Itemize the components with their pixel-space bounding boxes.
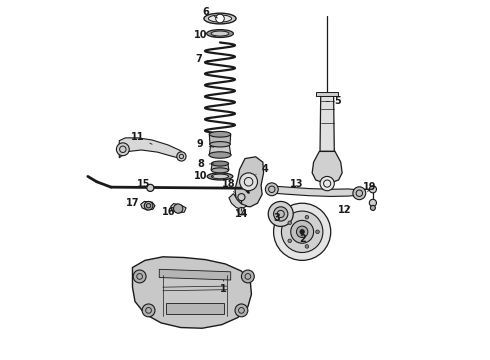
Circle shape — [305, 244, 309, 248]
Circle shape — [288, 221, 292, 225]
Text: 19: 19 — [363, 182, 377, 192]
Circle shape — [369, 199, 376, 206]
Circle shape — [117, 143, 129, 156]
Text: 4: 4 — [256, 164, 268, 175]
Text: 18: 18 — [222, 179, 236, 193]
Polygon shape — [235, 157, 264, 207]
Circle shape — [142, 304, 155, 317]
Circle shape — [281, 211, 323, 252]
Circle shape — [316, 230, 319, 234]
Text: 9: 9 — [197, 139, 214, 149]
Polygon shape — [209, 145, 231, 155]
Ellipse shape — [211, 174, 228, 179]
Polygon shape — [320, 94, 334, 152]
Text: 11: 11 — [131, 132, 152, 144]
Text: 1: 1 — [220, 280, 227, 294]
Ellipse shape — [209, 152, 231, 158]
Circle shape — [305, 215, 309, 219]
Polygon shape — [229, 194, 247, 209]
Polygon shape — [317, 93, 338, 96]
Circle shape — [133, 270, 146, 283]
Text: 2: 2 — [299, 234, 306, 244]
Circle shape — [273, 207, 288, 221]
Circle shape — [240, 173, 258, 191]
Polygon shape — [268, 186, 360, 197]
Text: 12: 12 — [338, 205, 352, 215]
Circle shape — [242, 270, 254, 283]
Text: 6: 6 — [202, 7, 218, 18]
Text: 14: 14 — [235, 208, 248, 219]
Polygon shape — [119, 138, 184, 158]
Circle shape — [238, 207, 245, 215]
Polygon shape — [159, 269, 231, 280]
Text: 15: 15 — [136, 179, 156, 189]
Ellipse shape — [208, 15, 232, 22]
Polygon shape — [167, 303, 223, 314]
Circle shape — [173, 204, 183, 213]
Circle shape — [268, 202, 293, 226]
Circle shape — [177, 152, 186, 161]
Circle shape — [320, 176, 334, 191]
Text: 5: 5 — [326, 96, 341, 107]
Circle shape — [266, 183, 278, 196]
Circle shape — [216, 14, 224, 23]
Polygon shape — [211, 163, 229, 170]
Text: 13: 13 — [290, 179, 303, 189]
Text: 8: 8 — [197, 159, 214, 169]
Ellipse shape — [211, 168, 228, 173]
Text: 3: 3 — [274, 212, 280, 222]
Polygon shape — [171, 203, 186, 213]
Ellipse shape — [211, 161, 228, 166]
Circle shape — [238, 194, 245, 201]
Circle shape — [353, 187, 366, 200]
Ellipse shape — [210, 141, 230, 147]
Text: 10: 10 — [194, 30, 216, 40]
Circle shape — [147, 184, 154, 192]
Polygon shape — [209, 134, 231, 144]
Text: 10: 10 — [194, 171, 214, 181]
Circle shape — [296, 226, 308, 238]
Polygon shape — [132, 257, 251, 328]
Circle shape — [370, 205, 375, 210]
Text: 16: 16 — [161, 207, 175, 217]
Polygon shape — [141, 202, 155, 210]
Text: 7: 7 — [195, 54, 212, 64]
Text: 17: 17 — [126, 198, 145, 208]
Ellipse shape — [207, 173, 233, 180]
Ellipse shape — [211, 31, 229, 36]
Circle shape — [369, 186, 376, 193]
Ellipse shape — [209, 131, 231, 137]
Ellipse shape — [204, 13, 236, 24]
Circle shape — [273, 203, 331, 260]
Circle shape — [288, 239, 292, 243]
Ellipse shape — [207, 30, 233, 37]
Circle shape — [291, 220, 314, 243]
Circle shape — [300, 230, 304, 234]
Circle shape — [235, 304, 248, 317]
Polygon shape — [312, 152, 342, 182]
Circle shape — [144, 202, 153, 210]
